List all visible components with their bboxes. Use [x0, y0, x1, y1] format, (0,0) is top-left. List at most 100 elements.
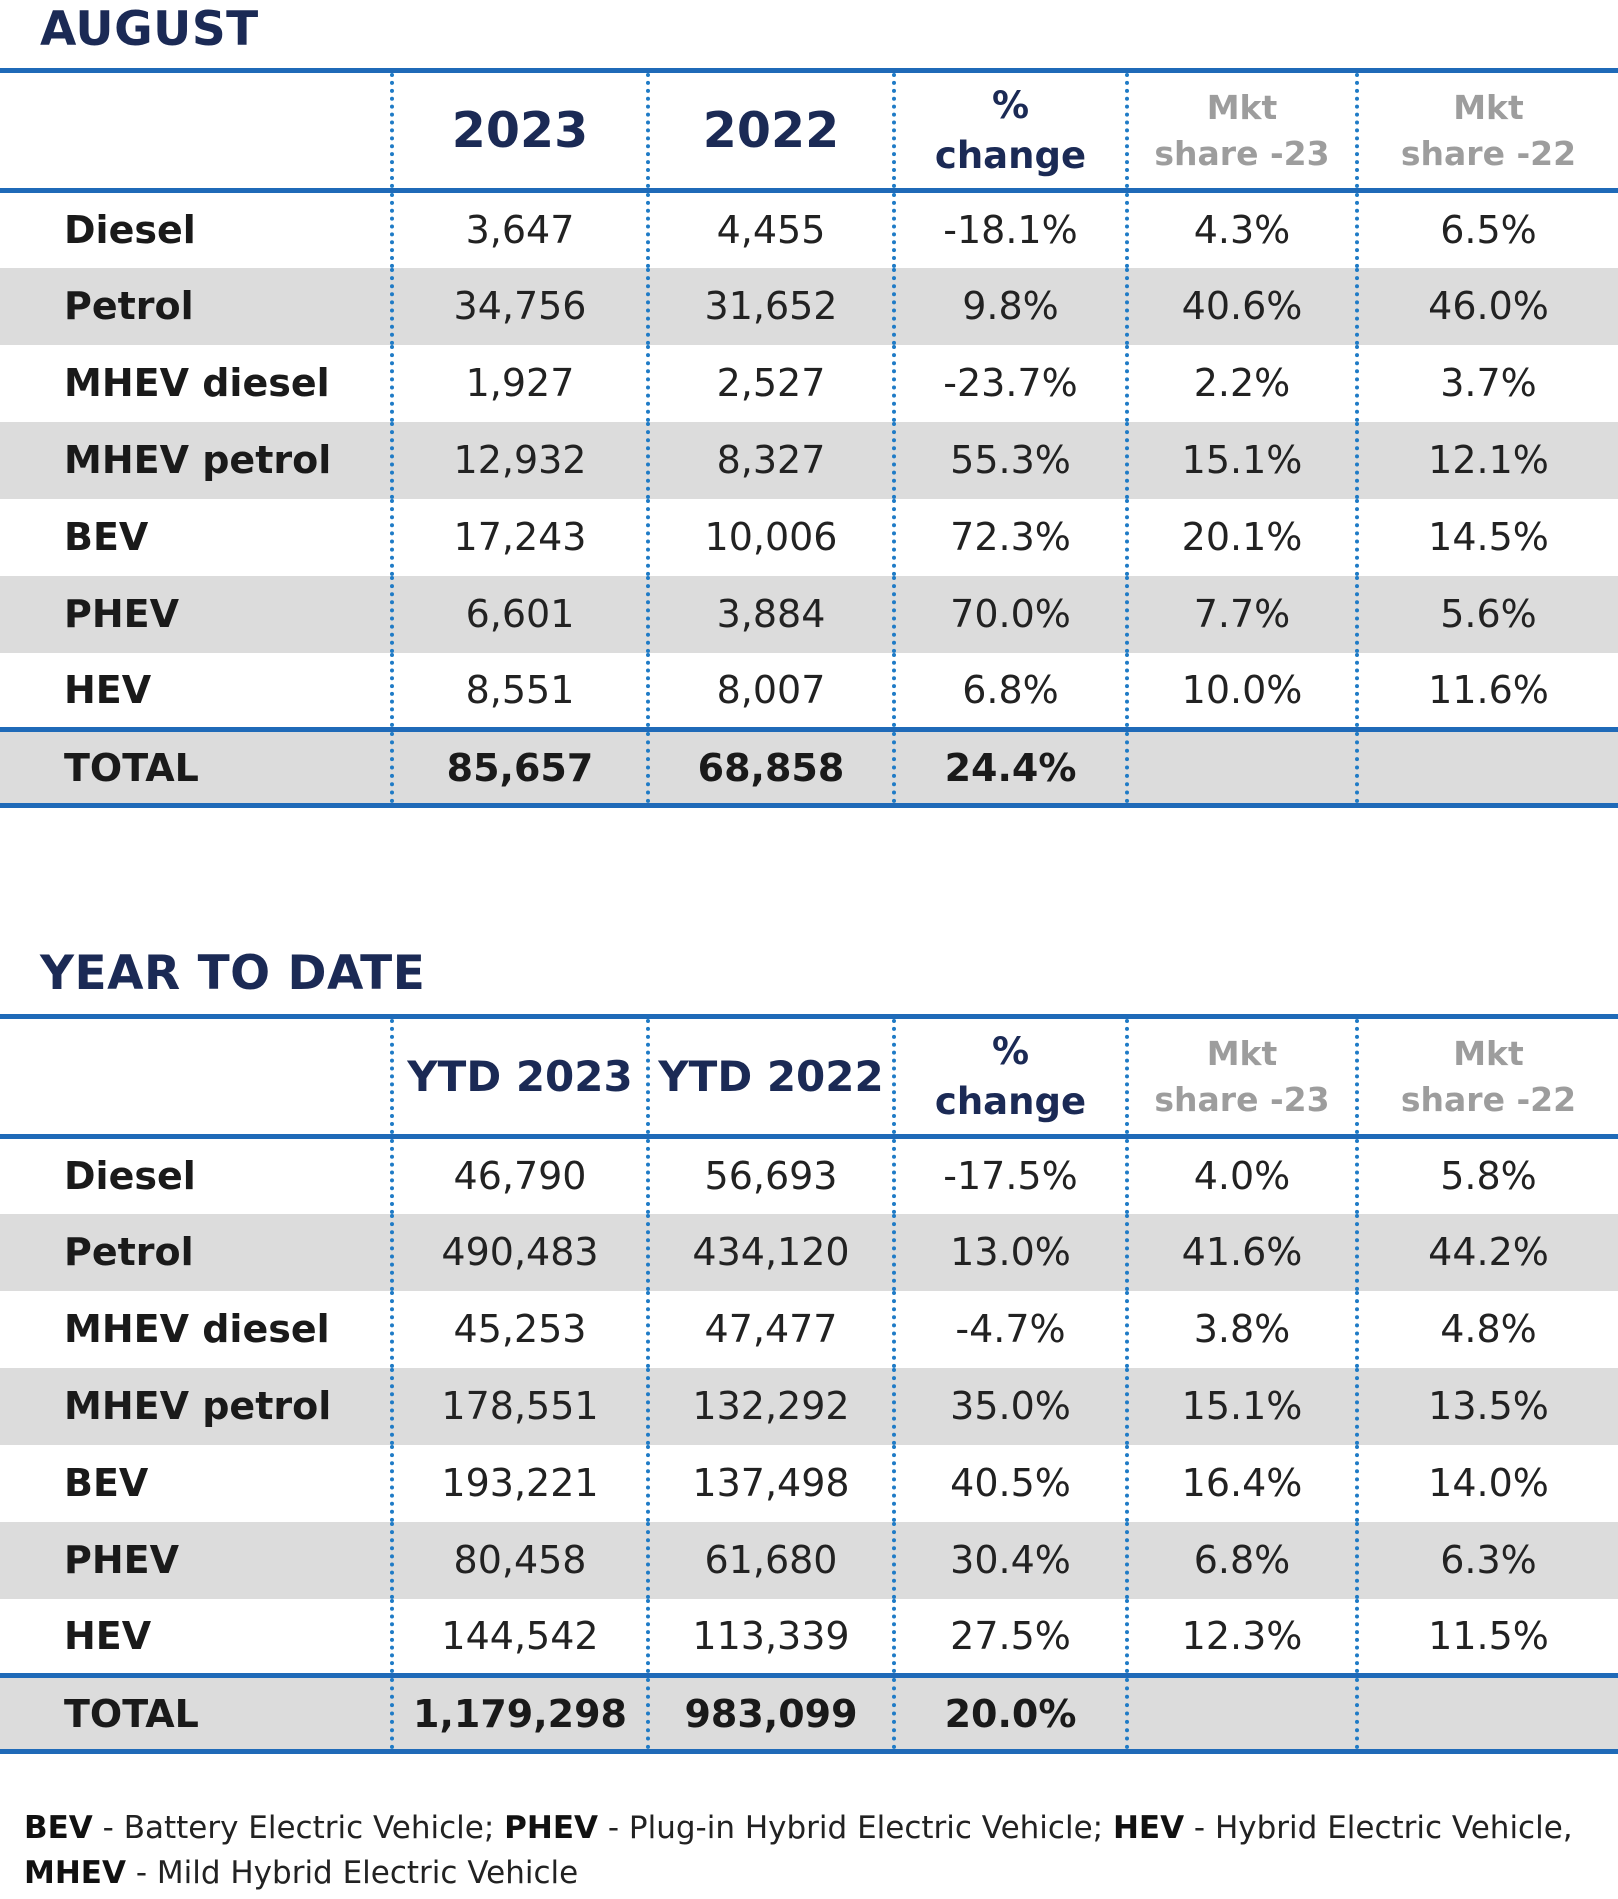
total-mkt-share-22-empty — [1355, 729, 1618, 806]
value-2022: 31,652 — [646, 267, 894, 345]
mkt-share-23: 6.8% — [1125, 1521, 1357, 1599]
mhev-abbr: MHEV — [24, 1855, 126, 1891]
mkt-share-22: 11.5% — [1355, 1598, 1618, 1676]
table-row: Diesel 3,647 4,455 -18.1% 4.3% 6.5% — [0, 190, 1618, 268]
august-table: 2023 2022 % change Mkt share -23 Mkt sha… — [0, 68, 1618, 808]
august-header-row: 2023 2022 % change Mkt share -23 Mkt sha… — [0, 70, 1618, 191]
august-header-mkt-share-23: Mkt share -23 — [1125, 70, 1357, 191]
mkt-share-22: 46.0% — [1355, 267, 1618, 345]
august-header-pct-change: % change — [892, 70, 1127, 191]
value-ytd-2022: 132,292 — [646, 1367, 894, 1445]
mhev-definition: - Mild Hybrid Electric Vehicle — [125, 1855, 579, 1891]
ytd-table: YTD 2023 YTD 2022 % change Mkt share -23… — [0, 1014, 1618, 1754]
table-row: MHEV petrol 178,551 132,292 35.0% 15.1% … — [0, 1367, 1618, 1445]
value-2022: 3,884 — [646, 575, 894, 653]
ytd-section-title: YEAR TO DATE — [40, 946, 426, 1001]
value-2022: 8,007 — [646, 652, 894, 730]
row-label: HEV — [64, 1613, 152, 1658]
mkt-share-23: 7.7% — [1125, 575, 1357, 653]
ytd-header-pct-change: % change — [892, 1016, 1127, 1137]
total-ytd-2022: 983,099 — [646, 1675, 894, 1752]
value-ytd-2022: 137,498 — [646, 1444, 894, 1522]
row-label: Diesel — [64, 1154, 196, 1199]
ytd-header-blank — [0, 1017, 392, 1137]
pct-change: 30.4% — [892, 1521, 1127, 1599]
ytd-header-row: YTD 2023 YTD 2022 % change Mkt share -23… — [0, 1016, 1618, 1137]
total-2023: 85,657 — [390, 729, 648, 806]
august-header-2023: 2023 — [390, 70, 648, 191]
mkt-share-23: 12.3% — [1125, 1598, 1357, 1676]
mkt-share-22: 12.1% — [1355, 421, 1618, 499]
mkt-share-22: 3.7% — [1355, 344, 1618, 422]
bev-definition: - Battery Electric Vehicle; — [92, 1810, 505, 1846]
table-row: MHEV diesel 45,253 47,477 -4.7% 3.8% 4.8… — [0, 1290, 1618, 1368]
value-ytd-2023: 45,253 — [390, 1290, 648, 1368]
pct-change: -17.5% — [892, 1136, 1127, 1214]
mkt-share-22: 44.2% — [1355, 1213, 1618, 1291]
total-pct-change: 20.0% — [892, 1675, 1127, 1752]
pct-change: 27.5% — [892, 1598, 1127, 1676]
mkt-share-23: 41.6% — [1125, 1213, 1357, 1291]
pct-change: 35.0% — [892, 1367, 1127, 1445]
total-ytd-2023: 1,179,298 — [390, 1675, 648, 1752]
table-row: Petrol 34,756 31,652 9.8% 40.6% 46.0% — [0, 267, 1618, 345]
mkt-share-22: 6.5% — [1355, 190, 1618, 268]
table-row: Petrol 490,483 434,120 13.0% 41.6% 44.2% — [0, 1213, 1618, 1291]
pct-change: 6.8% — [892, 652, 1127, 730]
table-row: PHEV 80,458 61,680 30.4% 6.8% 6.3% — [0, 1521, 1618, 1599]
value-2022: 8,327 — [646, 421, 894, 499]
mkt-share-23: 40.6% — [1125, 267, 1357, 345]
pct-change: -23.7% — [892, 344, 1127, 422]
table-row: Diesel 46,790 56,693 -17.5% 4.0% 5.8% — [0, 1136, 1618, 1214]
mkt-share-22: 4.8% — [1355, 1290, 1618, 1368]
mkt-share-23: 4.0% — [1125, 1136, 1357, 1214]
mkt-share-22: 14.0% — [1355, 1444, 1618, 1522]
table-row: HEV 144,542 113,339 27.5% 12.3% 11.5% — [0, 1598, 1618, 1676]
value-ytd-2023: 490,483 — [390, 1213, 648, 1291]
value-ytd-2023: 193,221 — [390, 1444, 648, 1522]
ytd-header-mkt-share-22: Mkt share -22 — [1355, 1016, 1618, 1137]
ytd-header-mkt-share-23: Mkt share -23 — [1125, 1016, 1357, 1137]
august-section-title: AUGUST — [40, 2, 259, 57]
row-label: Petrol — [64, 284, 194, 328]
pct-change: 72.3% — [892, 498, 1127, 576]
row-label: BEV — [64, 1461, 149, 1505]
mkt-share-23: 4.3% — [1125, 190, 1357, 268]
mkt-share-23: 16.4% — [1125, 1444, 1357, 1522]
ytd-total-row: TOTAL 1,179,298 983,099 20.0% — [0, 1675, 1618, 1752]
value-2023: 3,647 — [390, 190, 648, 268]
value-ytd-2023: 46,790 — [390, 1136, 648, 1214]
august-header-2022: 2022 — [646, 70, 894, 191]
value-ytd-2023: 178,551 — [390, 1367, 648, 1445]
mkt-share-22: 5.6% — [1355, 575, 1618, 653]
phev-definition: - Plug-in Hybrid Electric Vehicle; — [598, 1810, 1113, 1846]
august-header-blank — [0, 71, 392, 191]
value-ytd-2022: 434,120 — [646, 1213, 894, 1291]
pct-change: 55.3% — [892, 421, 1127, 499]
mkt-share-23: 20.1% — [1125, 498, 1357, 576]
value-ytd-2022: 47,477 — [646, 1290, 894, 1368]
hev-definition: - Hybrid Electric Vehicle, — [1184, 1810, 1573, 1846]
value-2023: 12,932 — [390, 421, 648, 499]
total-pct-change: 24.4% — [892, 729, 1127, 806]
phev-abbr: PHEV — [504, 1810, 599, 1846]
table-row: MHEV diesel 1,927 2,527 -23.7% 2.2% 3.7% — [0, 344, 1618, 422]
pct-change: 9.8% — [892, 267, 1127, 345]
value-2023: 1,927 — [390, 344, 648, 422]
row-label: MHEV diesel — [64, 1307, 330, 1351]
total-mkt-share-23-empty — [1125, 729, 1357, 806]
total-2022: 68,858 — [646, 729, 894, 806]
mkt-share-23: 10.0% — [1125, 652, 1357, 730]
august-header-mkt-share-22: Mkt share -22 — [1355, 70, 1618, 191]
mkt-share-22: 11.6% — [1355, 652, 1618, 730]
value-2023: 8,551 — [390, 652, 648, 730]
table-row: HEV 8,551 8,007 6.8% 10.0% 11.6% — [0, 652, 1618, 730]
total-mkt-share-22-empty — [1355, 1675, 1618, 1752]
value-2022: 4,455 — [646, 190, 894, 268]
row-label: Diesel — [64, 208, 196, 253]
pct-change: 13.0% — [892, 1213, 1127, 1291]
august-total-row: TOTAL 85,657 68,858 24.4% — [0, 729, 1618, 806]
value-2022: 2,527 — [646, 344, 894, 422]
mkt-share-22: 5.8% — [1355, 1136, 1618, 1214]
row-label: PHEV — [64, 592, 180, 636]
